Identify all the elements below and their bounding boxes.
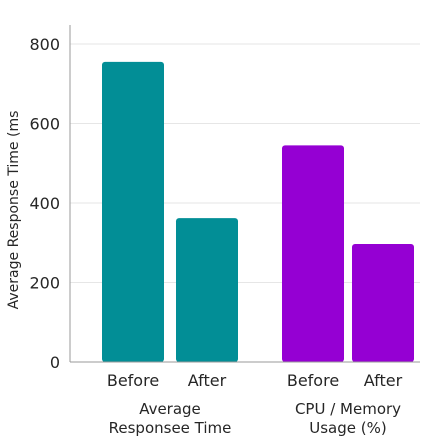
category-labels: Before After Before After <box>107 371 403 390</box>
y-axis-title: Average Response Time (ms <box>6 111 22 310</box>
y-tick-label: 600 <box>29 115 60 134</box>
bar-1-after <box>176 218 238 362</box>
bar-2-before <box>282 145 344 362</box>
category-label: Before <box>287 371 339 390</box>
bar-1-before <box>102 61 164 362</box>
category-label: After <box>364 371 403 390</box>
group-label-line: Responsee Time <box>109 419 232 437</box>
group-label-line: CPU / Memory <box>295 400 401 418</box>
y-tick-label: 200 <box>29 274 60 293</box>
group-label-line: Usage (%) <box>309 419 386 437</box>
y-tick-label: 800 <box>29 35 60 54</box>
group-label-line: Average <box>139 400 201 418</box>
bar-2-after <box>352 243 414 362</box>
axes <box>69 25 420 363</box>
y-tick-label: 0 <box>50 353 60 372</box>
y-tick-label: 400 <box>29 194 60 213</box>
bars <box>102 61 414 362</box>
category-label: After <box>188 371 227 390</box>
y-tick-labels: 0 200 400 600 800 <box>29 35 60 372</box>
category-label: Before <box>107 371 159 390</box>
